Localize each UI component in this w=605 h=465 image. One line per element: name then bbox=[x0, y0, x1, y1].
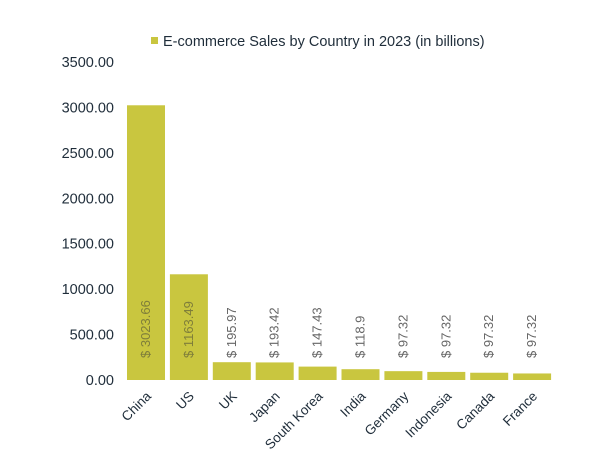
legend: E-commerce Sales by Country in 2023 (in … bbox=[151, 34, 485, 50]
y-tick-label: 3500.00 bbox=[62, 55, 114, 71]
y-tick-label: 1500.00 bbox=[62, 237, 114, 253]
y-tick-label: 2000.00 bbox=[62, 191, 114, 207]
x-tick-label: UK bbox=[216, 389, 240, 413]
x-tick-label: Japan bbox=[246, 389, 283, 426]
bar bbox=[427, 371, 466, 380]
bar bbox=[470, 372, 509, 380]
data-label: $ 147.43 bbox=[310, 307, 325, 358]
data-label: $ 1163.49 bbox=[181, 301, 196, 358]
y-tick-label: 1000.00 bbox=[62, 282, 114, 298]
x-tick-label: US bbox=[173, 389, 197, 413]
bar bbox=[298, 366, 337, 380]
data-label: $ 118.9 bbox=[353, 316, 368, 358]
bar bbox=[513, 373, 552, 380]
data-labels: $ 3023.66 $ 1163.49 $ 195.97 $ 193.42 $ 147.… bbox=[138, 300, 539, 358]
bars bbox=[127, 105, 552, 380]
y-tick-label: 3000.00 bbox=[62, 100, 114, 116]
y-tick-label: 0.00 bbox=[86, 373, 114, 389]
y-tick-label: 500.00 bbox=[70, 328, 114, 344]
legend-label: E-commerce Sales by Country in 2023 (in … bbox=[163, 34, 485, 50]
data-label: $ 97.32 bbox=[524, 315, 539, 358]
legend-swatch bbox=[151, 37, 158, 44]
y-tick-label: 2500.00 bbox=[62, 146, 114, 162]
bar bbox=[384, 371, 423, 380]
data-label: $ 97.32 bbox=[438, 315, 453, 358]
bar bbox=[127, 105, 165, 380]
bar bbox=[255, 362, 294, 380]
x-tick-label: Canada bbox=[453, 388, 497, 432]
x-tick-label: Indonesia bbox=[402, 388, 454, 440]
data-label: $ 97.32 bbox=[395, 315, 410, 358]
bar bbox=[341, 369, 380, 380]
y-axis: 0.00 500.00 1000.00 1500.00 2000.00 2500.00 30… bbox=[62, 55, 114, 389]
data-label: $ 193.42 bbox=[267, 307, 282, 358]
x-tick-label: France bbox=[500, 389, 540, 429]
data-label: $ 195.97 bbox=[224, 307, 239, 358]
data-label: $ 3023.66 bbox=[138, 300, 153, 358]
x-tick-label: China bbox=[119, 388, 155, 424]
bar bbox=[212, 362, 251, 380]
x-tick-label: India bbox=[337, 388, 369, 420]
bar bbox=[169, 274, 208, 380]
data-label: $ 97.32 bbox=[481, 315, 496, 358]
